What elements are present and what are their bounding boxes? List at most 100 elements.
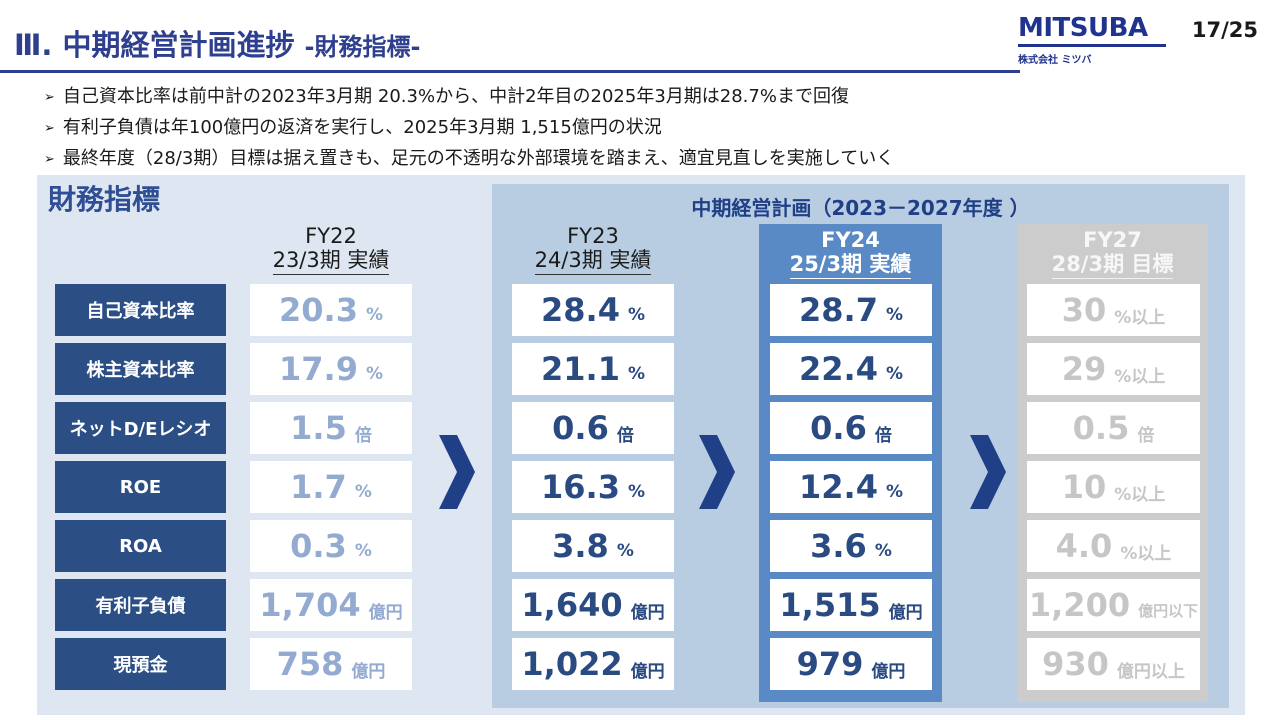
column-period: 28/3期 目標: [1051, 252, 1174, 279]
value-unit: 億円: [368, 602, 403, 623]
column-header-fy23: FY23 24/3期 実績: [512, 224, 674, 275]
bullet-text: 自己資本比率は前中計の2023年3月期 20.3%から、中計2年目の2025年3…: [62, 86, 849, 107]
value-number: 1.7: [290, 468, 347, 506]
value-cell: 28.4%: [512, 284, 674, 336]
page-title-text: Ⅲ. 中期経営計画進捗: [14, 28, 295, 62]
logo-bar: [1018, 44, 1166, 47]
value-cell: 12.4%: [770, 461, 932, 513]
row-label-shareholder-equity-ratio: 株主資本比率: [55, 343, 226, 395]
value-number: 17.9: [279, 350, 358, 388]
value-number: 979: [796, 645, 864, 683]
value-cell: 0.3%: [250, 520, 412, 572]
value-unit: %: [365, 305, 383, 325]
value-number: 0.6: [552, 409, 609, 447]
row-label-interest-bearing-debt: 有利子負債: [55, 579, 226, 631]
row-label-equity-ratio: 自己資本比率: [55, 284, 226, 336]
row-label-cash: 現預金: [55, 638, 226, 690]
page-subtitle: -財務指標-: [304, 33, 421, 61]
value-unit: %: [354, 541, 372, 561]
value-unit: 億円以上: [1116, 661, 1185, 682]
value-number: 0.3: [290, 527, 347, 565]
value-cell: 22.4%: [770, 343, 932, 395]
value-number: 1,022: [521, 645, 623, 683]
value-cell: 1,515 億円: [770, 579, 932, 631]
value-cell: 930 億円以上: [1027, 638, 1200, 690]
value-number: 0.6: [810, 409, 867, 447]
row-label-roe: ROE: [55, 461, 226, 513]
value-unit: %: [885, 364, 903, 384]
value-number: 10: [1061, 468, 1107, 506]
column-header-fy27: FY27 28/3期 目標: [1017, 228, 1208, 279]
chevron-right-icon: [439, 435, 475, 509]
bullet-item: ➢ 有利子負債は年100億円の返済を実行し、2025年3月期 1,515億円の状況: [44, 113, 894, 144]
value-number: 29: [1061, 350, 1107, 388]
value-number: 0.5: [1072, 409, 1130, 447]
bullet-arrow-icon: ➢: [44, 90, 55, 105]
company-logo: MITSUBA 株式会社 ミツバ: [1018, 14, 1168, 66]
value-cell: 20.3%: [250, 284, 412, 336]
value-number: 1,640: [521, 586, 623, 624]
title-underline: [0, 70, 1020, 73]
column-fy: FY23: [567, 224, 619, 248]
value-unit: %以上: [1114, 307, 1166, 328]
value-unit: 倍: [874, 425, 892, 446]
value-unit: %以上: [1120, 543, 1172, 564]
value-number: 1,515: [779, 586, 881, 624]
value-number: 1,704: [259, 586, 361, 624]
column-header-fy22: FY22 23/3期 実績: [250, 224, 412, 275]
logo-wordmark: MITSUBA: [1018, 13, 1148, 43]
value-cell: 1,704 億円: [250, 579, 412, 631]
column-period: 23/3期 実績: [272, 248, 390, 275]
value-cell: 3.6%: [770, 520, 932, 572]
value-cell: 1,022 億円: [512, 638, 674, 690]
bullet-text: 最終年度（28/3期）目標は据え置きも、足元の不透明な外部環境を踏まえ、適宜見直…: [62, 148, 895, 169]
panel-title: 財務指標: [48, 183, 161, 216]
value-number: 1,200: [1028, 586, 1131, 624]
value-cell: 16.3%: [512, 461, 674, 513]
column-fy: FY24: [821, 228, 880, 252]
value-unit: %: [627, 305, 645, 325]
bullet-text: 有利子負債は年100億円の返済を実行し、2025年3月期 1,515億円の状況: [62, 117, 662, 138]
value-cell: 1.5 倍: [250, 402, 412, 454]
value-number: 20.3: [279, 291, 358, 329]
value-cell: 17.9%: [250, 343, 412, 395]
value-number: 28.7: [799, 291, 878, 329]
value-cell: 758 億円: [250, 638, 412, 690]
value-unit: %: [627, 482, 645, 502]
row-label-net-de-ratio: ネットD/Eレシオ: [55, 402, 226, 454]
value-unit: %: [354, 482, 372, 502]
value-cell: 29 %以上: [1027, 343, 1200, 395]
value-unit: 億円: [630, 602, 665, 623]
value-unit: %: [627, 364, 645, 384]
logo-subtext: 株式会社 ミツバ: [1018, 55, 1092, 66]
value-unit: %: [885, 482, 903, 502]
value-number: 3.6: [810, 527, 867, 565]
value-cell: 30 %以上: [1027, 284, 1200, 336]
row-label-roa: ROA: [55, 520, 226, 572]
value-unit: 倍: [616, 425, 634, 446]
chevron-right-icon: [699, 435, 735, 509]
bullet-arrow-icon: ➢: [44, 152, 55, 167]
value-unit: %: [874, 541, 892, 561]
value-cell: 10 %以上: [1027, 461, 1200, 513]
bullet-item: ➢ 最終年度（28/3期）目標は据え置きも、足元の不透明な外部環境を踏まえ、適宜見…: [44, 144, 894, 175]
column-header-fy24: FY24 25/3期 実績: [759, 228, 942, 279]
value-unit: 倍: [354, 425, 372, 446]
value-unit: 億円以下: [1138, 601, 1199, 620]
value-cell: 3.8%: [512, 520, 674, 572]
value-cell: 979 億円: [770, 638, 932, 690]
value-unit: 億円: [888, 602, 923, 623]
value-cell: 1.7%: [250, 461, 412, 513]
column-period: 25/3期 実績: [789, 252, 912, 279]
page-title: Ⅲ. 中期経営計画進捗 -財務指標-: [14, 22, 420, 70]
value-unit: 億円: [351, 661, 386, 682]
value-unit: %: [365, 364, 383, 384]
value-cell: 0.6 倍: [512, 402, 674, 454]
value-unit: 億円: [630, 661, 665, 682]
bullet-item: ➢ 自己資本比率は前中計の2023年3月期 20.3%から、中計2年目の2025年…: [44, 82, 894, 113]
value-unit: %: [616, 541, 634, 561]
value-cell: 1,200 億円以下: [1027, 579, 1200, 631]
value-number: 3.8: [552, 527, 609, 565]
value-number: 12.4: [799, 468, 878, 506]
value-unit: %以上: [1114, 366, 1166, 387]
